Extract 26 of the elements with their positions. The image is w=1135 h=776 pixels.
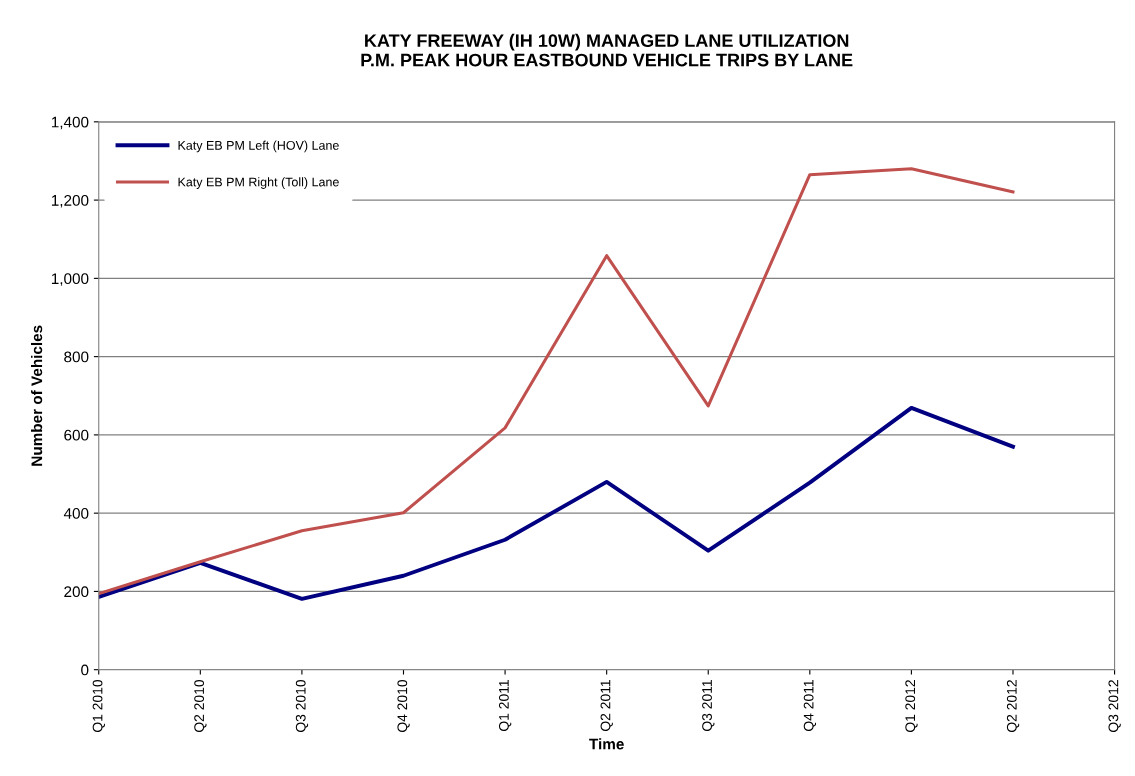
x-tick-label: Q2 2010 (194, 679, 207, 733)
chart-title: KATY FREEWAY (IH 10W) MANAGED LANE UTILIZATION P.M. PEAK HOUR EASTBOUND VEHICLE TRIPS BY LANE (361, 33, 853, 67)
x-tick-label: Q1 2011 (498, 680, 512, 732)
y-tick-label: 200 (64, 586, 89, 598)
x-tick-label: Q3 2011 (702, 680, 715, 732)
legend-label: Katy EB PM Right (Toll) Lane (178, 177, 339, 189)
y-tick-label: 1,000 (51, 273, 89, 286)
x-axis-title: Time (589, 738, 624, 750)
y-tick-label: 0 (81, 664, 89, 676)
y-tick-label: 600 (64, 429, 89, 441)
line-series (98, 405, 1015, 601)
x-tick-label: Q3 2012 (1108, 680, 1121, 733)
line-series (98, 167, 1015, 596)
x-tick-label: Q1 2012 (905, 680, 918, 733)
x-tick-label: Q2 2012 (1006, 680, 1020, 733)
y-axis-title: Number of Vehicles (31, 325, 43, 466)
y-tick-label: 1,400 (51, 116, 89, 130)
x-tick-label: Q4 2010 (397, 679, 410, 733)
y-tick-label: 400 (63, 508, 89, 519)
x-tick-label: Q2 2011 (600, 680, 613, 732)
x-tick-label: Q3 2010 (295, 679, 309, 733)
y-tick-label: 1,200 (51, 194, 89, 208)
y-tick-label: 800 (64, 351, 89, 363)
x-tick-label: Q4 2011 (803, 680, 817, 732)
legend-label: Katy EB PM Left (HOV) Lane (178, 140, 339, 153)
x-tick-label: Q1 2010 (92, 679, 105, 733)
